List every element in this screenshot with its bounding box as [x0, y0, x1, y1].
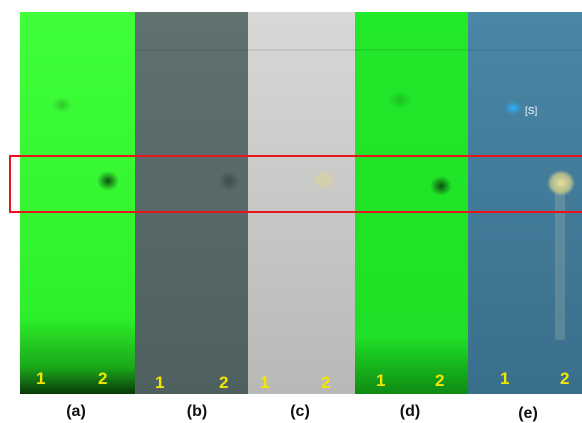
lane-label: 1: [36, 369, 45, 388]
panel-caption: (b): [187, 403, 207, 420]
spot-label: [S]: [525, 106, 537, 117]
spot: [52, 97, 72, 113]
spot: [97, 171, 119, 191]
spot: [315, 172, 333, 188]
plate: [248, 12, 355, 394]
lane-label: 1: [376, 371, 385, 390]
spot: [430, 176, 452, 196]
spot: [388, 91, 412, 109]
panel-caption: (a): [66, 403, 86, 420]
spot: [504, 101, 522, 115]
spot: [547, 170, 575, 196]
plate: [135, 12, 248, 394]
captions: (a) (b) (c) (d) (e): [66, 403, 538, 422]
plates: [20, 12, 582, 394]
lane-label: 2: [219, 373, 228, 392]
lane-label: 1: [500, 369, 509, 388]
lane-label: 2: [321, 373, 330, 392]
lane-label: 2: [435, 371, 444, 390]
spot: [218, 171, 240, 191]
plate: [355, 12, 468, 394]
lane-label: 2: [560, 369, 569, 388]
panel-caption: (d): [400, 403, 420, 420]
plate: [20, 12, 135, 394]
figure: [S] 1 2 1 2 1 2 1 2 1 2 (a) (b) (c) (d) …: [0, 0, 582, 423]
lane-label: 1: [155, 373, 164, 392]
panel-caption: (e): [518, 405, 538, 422]
lane-label: 2: [98, 369, 107, 388]
lane-label: 1: [260, 373, 269, 392]
panel-caption: (c): [290, 403, 310, 420]
